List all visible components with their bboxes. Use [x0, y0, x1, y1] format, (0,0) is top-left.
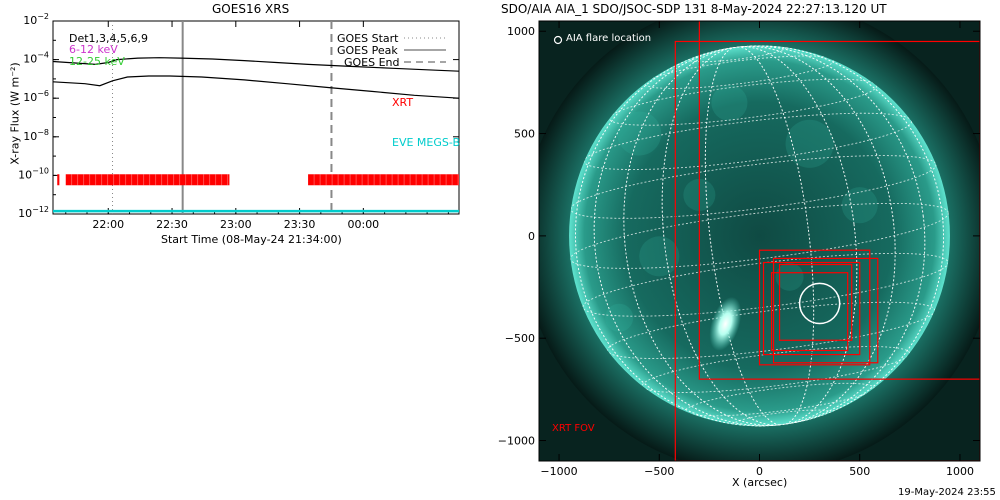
goes-y-axis: 10−12 10−10 10−8 10−6 10−4 10−2	[18, 12, 459, 220]
flare-location-legend-icon	[553, 35, 563, 45]
xrt-fov-label: XRT FOV	[552, 423, 595, 434]
xrt-coverage-bars	[57, 174, 459, 186]
goes-y-tick-label: 10−8	[23, 128, 49, 143]
active-regions	[605, 84, 878, 332]
aia-solar-image	[539, 21, 980, 461]
goes-x-tick-label: 00:00	[347, 218, 379, 231]
goes-y-tick-label: 10−2	[23, 12, 49, 27]
latitude-line	[570, 155, 937, 219]
sun-disk	[569, 45, 950, 427]
goes-x-tick-label: 23:00	[220, 218, 252, 231]
active-region	[605, 303, 634, 332]
xrt-fov-box-7	[772, 257, 879, 364]
xrt-fov-box-5	[770, 272, 849, 352]
aia-y-tick-label: −500	[505, 332, 535, 345]
goes-flux-series	[52, 57, 460, 99]
aia-y-tick-label: −1000	[498, 435, 535, 448]
goes-plot-title: GOES16 XRS	[212, 2, 290, 16]
active-region	[775, 262, 804, 291]
channel-label-12-25kev: 12-25 keV	[69, 55, 125, 68]
goes-y-tick-label: 10−12	[18, 205, 49, 220]
legend-goes-end: GOES End	[344, 56, 400, 69]
goes-y-tick-exponent: −6	[37, 89, 49, 98]
goes-x-axis-label: Start Time (08-May-24 21:34:00)	[161, 233, 342, 246]
latitude-line	[687, 45, 787, 63]
flare-location-legend-label: AIA flare location	[566, 33, 652, 44]
aia-flare-location-marker	[798, 282, 841, 325]
goes-x-tick-label: 22:30	[156, 218, 188, 231]
goes-y-tick-exponent: −12	[32, 205, 49, 214]
goes-y-tick-exponent: −2	[37, 12, 49, 21]
goes-event-legend	[404, 37, 446, 63]
latitude-line	[570, 202, 949, 269]
active-region	[639, 236, 680, 277]
goes-y-tick-label: 10−6	[23, 89, 49, 104]
xrt-label: XRT	[392, 96, 414, 109]
aia-axes: −1000 −500 0 500 1000 −1000 −500 0 500 1000	[498, 21, 980, 478]
eve-label: EVE MEGS-B	[392, 137, 460, 148]
goes-x-tick-label: 23:30	[284, 218, 316, 231]
active-region	[617, 111, 662, 156]
goes-y-axis-label: X-ray Flux (W m⁻²)	[8, 62, 22, 165]
legend-goes-start: GOES Start	[337, 32, 399, 45]
active-region	[785, 119, 834, 168]
footer-timestamp: 19-May-2024 23:55	[898, 487, 996, 498]
active-region	[711, 84, 748, 121]
xrt-fov-box-3	[758, 249, 871, 366]
goes-x-axis: 22:00 22:30 23:00 23:30 00:00	[65, 21, 449, 231]
aia-y-tick-label: 1000	[507, 25, 535, 38]
xrt-fov-box-4	[762, 261, 861, 356]
latitude-line	[608, 78, 878, 126]
goes-y-tick-exponent: −10	[32, 166, 49, 175]
xrt-coverage-bar-2	[65, 174, 230, 186]
goes-lightcurve-chart: 10−12 10−10 10−8 10−6 10−4 10−2 22:00 22:30 23:…	[18, 12, 460, 231]
latitude-line	[732, 409, 832, 427]
channel-label-det: Det1,3,4,5,6,9	[69, 32, 149, 45]
aia-x-tick-label: 1000	[946, 465, 974, 478]
aia-x-tick-label: 500	[849, 465, 870, 478]
aia-x-tick-label: 0	[756, 465, 763, 478]
goes-series-line-1	[52, 57, 460, 72]
goes-x-tick-label: 22:00	[92, 218, 124, 231]
goes-series-line-2	[52, 75, 460, 99]
xrt-fov-box-6	[778, 263, 853, 341]
active-region	[841, 187, 878, 224]
aia-image-title: SDO/AIA AIA_1 SDO/JSOC-SDP 131 8-May-202…	[501, 2, 887, 16]
aia-y-tick-label: 0	[528, 230, 535, 243]
aia-y-tick-label: 500	[514, 128, 535, 141]
channel-label-6-12kev: 6-12 keV	[69, 43, 118, 56]
legend-goes-peak: GOES Peak	[337, 44, 398, 57]
aia-x-axis-label: X (arcsec)	[732, 476, 788, 489]
flare-brightening	[709, 296, 742, 351]
aia-x-tick-label: −1000	[540, 465, 577, 478]
longitude-line	[661, 46, 858, 426]
goes-y-tick-exponent: −4	[37, 51, 49, 60]
longitude-line	[593, 45, 926, 427]
aia-x-tick-label: −500	[644, 465, 674, 478]
goes-y-tick-exponent: −8	[37, 128, 49, 137]
xrt-coverage-bar-1	[57, 174, 60, 186]
goes-y-tick-label: 10−10	[18, 166, 49, 181]
aia-image-chart: −1000 −500 0 500 1000 −1000 −500 0 500 1000	[498, 20, 981, 478]
goes-y-tick-label: 10−4	[23, 51, 49, 66]
xrt-coverage-bar-3	[308, 174, 459, 186]
